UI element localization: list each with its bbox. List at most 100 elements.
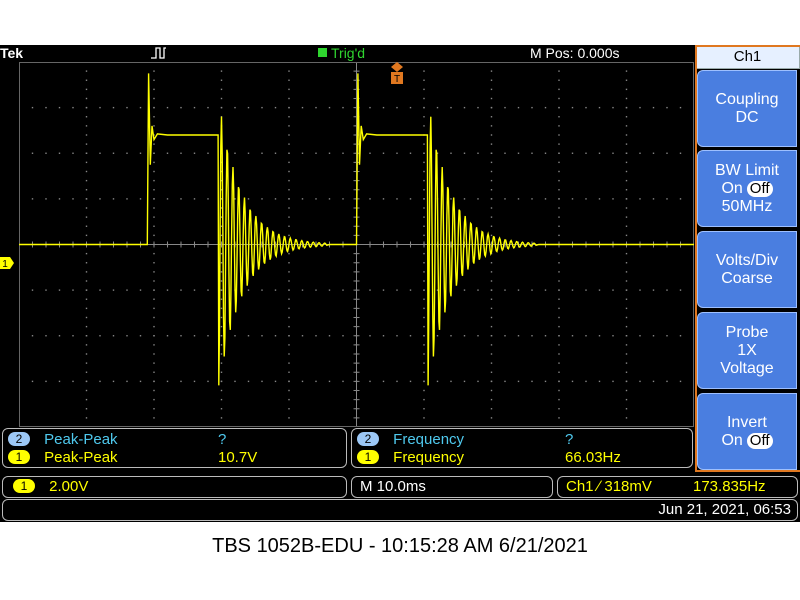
graticule-dot: [85, 371, 88, 373]
graticule-dot: [585, 335, 587, 337]
graticule-dot: [288, 325, 290, 328]
graticule-dot: [85, 271, 88, 273]
graticule-dot: [193, 106, 196, 109]
graticule-dot: [423, 417, 425, 419]
graticule-dot: [490, 335, 493, 337]
ch1-ground-marker[interactable]: 1: [0, 257, 14, 269]
graticule-dot: [679, 289, 682, 291]
ch1-chip: 1: [8, 450, 30, 464]
graticule-dot: [517, 198, 520, 200]
graticule-dot: [652, 198, 655, 200]
measurement-panel-left[interactable]: 2 Peak-Peak ? 1 Peak-Peak 10.7V: [2, 428, 347, 468]
bw-limit-button[interactable]: BW Limit On Off 50MHz: [697, 150, 797, 227]
probe-button[interactable]: Probe 1X Voltage: [697, 312, 797, 389]
graticule-dot: [180, 335, 182, 337]
graticule-dot: [477, 106, 479, 109]
graticule-dot: [423, 298, 425, 300]
measurement-panel-right[interactable]: 2 Frequency ? 1 Frequency 66.03Hz: [351, 428, 693, 468]
svg-text:1: 1: [2, 259, 8, 269]
graticule-dot: [652, 335, 655, 337]
graticule-dot: [234, 152, 236, 154]
graticule-dot: [288, 225, 290, 227]
graticule-dot: [288, 353, 290, 355]
graticule-dot: [490, 170, 493, 173]
graticule-dot: [423, 179, 425, 182]
graticule-dot: [639, 335, 641, 337]
graticule-dot: [423, 225, 425, 227]
graticule-dot: [423, 106, 425, 109]
graticule-dot: [153, 271, 155, 273]
graticule-dot: [625, 398, 628, 401]
graticule-dot: [558, 216, 560, 218]
graticule-dot: [328, 380, 331, 383]
graticule-dot: [85, 353, 88, 355]
trigger-box[interactable]: Ch1 ∕ 318mV 173.835Hz: [557, 476, 798, 498]
graticule-dot: [288, 408, 290, 410]
graticule-dot: [153, 280, 155, 282]
graticule-dot: [288, 280, 290, 282]
graticule-dot: [328, 289, 331, 291]
graticule-dot: [598, 152, 601, 154]
trigger-position-marker[interactable]: T: [390, 62, 404, 84]
graticule-dot: [423, 97, 425, 100]
trigger-status-icon: [318, 48, 327, 57]
graticule-dot: [463, 380, 466, 383]
coupling-button[interactable]: Coupling DC: [697, 70, 797, 147]
side-menu: Ch1 Coupling DC BW Limit On Off 50MHz Vol…: [695, 45, 800, 470]
graticule-dot: [612, 289, 614, 291]
graticule-dot: [45, 152, 47, 154]
invert-off-pill: Off: [746, 432, 773, 449]
graticule-dot: [45, 335, 47, 337]
graticule-dot: [558, 125, 560, 127]
graticule-dot: [112, 380, 115, 383]
graticule-dot: [288, 316, 290, 319]
graticule-dot: [153, 398, 155, 401]
graticule-dot: [450, 198, 452, 200]
graticule-dot: [625, 325, 628, 328]
graticule-dot: [558, 70, 560, 72]
graticule-dot: [288, 271, 290, 273]
graticule-dot: [112, 335, 115, 337]
graticule-dot: [585, 106, 587, 109]
graticule-dot: [423, 362, 425, 364]
graticule-dot: [85, 161, 88, 164]
graticule-dot: [261, 380, 263, 383]
graticule-dot: [423, 289, 425, 291]
invert-button[interactable]: Invert On Off: [697, 393, 797, 470]
ch2-chip: 2: [357, 432, 379, 446]
graticule-dot: [558, 417, 560, 419]
graticule-dot: [423, 79, 425, 81]
graticule-dot: [463, 106, 466, 109]
graticule-dot: [544, 106, 547, 109]
volts-div-button[interactable]: Volts/Div Coarse: [697, 231, 797, 308]
ch1-scale-box[interactable]: 1 2.00V: [2, 476, 347, 498]
graticule-dot: [625, 125, 628, 127]
graticule-dot: [220, 353, 223, 355]
graticule-dot: [85, 179, 88, 182]
graticule-dot: [450, 380, 452, 383]
graticule-dot: [220, 280, 223, 282]
graticule-dot: [85, 143, 88, 145]
graticule-dot: [153, 344, 155, 346]
graticule-dot: [490, 408, 493, 410]
graticule-dot: [436, 106, 439, 109]
graticule-dot: [436, 152, 439, 154]
graticule-dot: [558, 116, 560, 118]
graticule-dot: [625, 116, 628, 118]
graticule-dot: [288, 344, 290, 346]
graticule-dot: [153, 389, 155, 392]
graticule-dot: [531, 335, 533, 337]
graticule-dot: [625, 353, 628, 355]
graticule-dot: [490, 207, 493, 209]
screenshot-caption: TBS 1052B-EDU - 10:15:28 AM 6/21/2021: [212, 535, 588, 557]
graticule-dot: [193, 380, 196, 383]
graticule-dot: [220, 380, 223, 383]
timebase-box[interactable]: M 10.0ms: [351, 476, 553, 498]
graticule-dot: [274, 380, 277, 383]
graticule-dot: [652, 106, 655, 109]
graticule-dot: [423, 207, 425, 209]
graticule-dot: [639, 198, 641, 200]
graticule-dot: [490, 307, 493, 310]
graticule-dot: [423, 380, 425, 383]
graticule-dot: [612, 198, 614, 200]
